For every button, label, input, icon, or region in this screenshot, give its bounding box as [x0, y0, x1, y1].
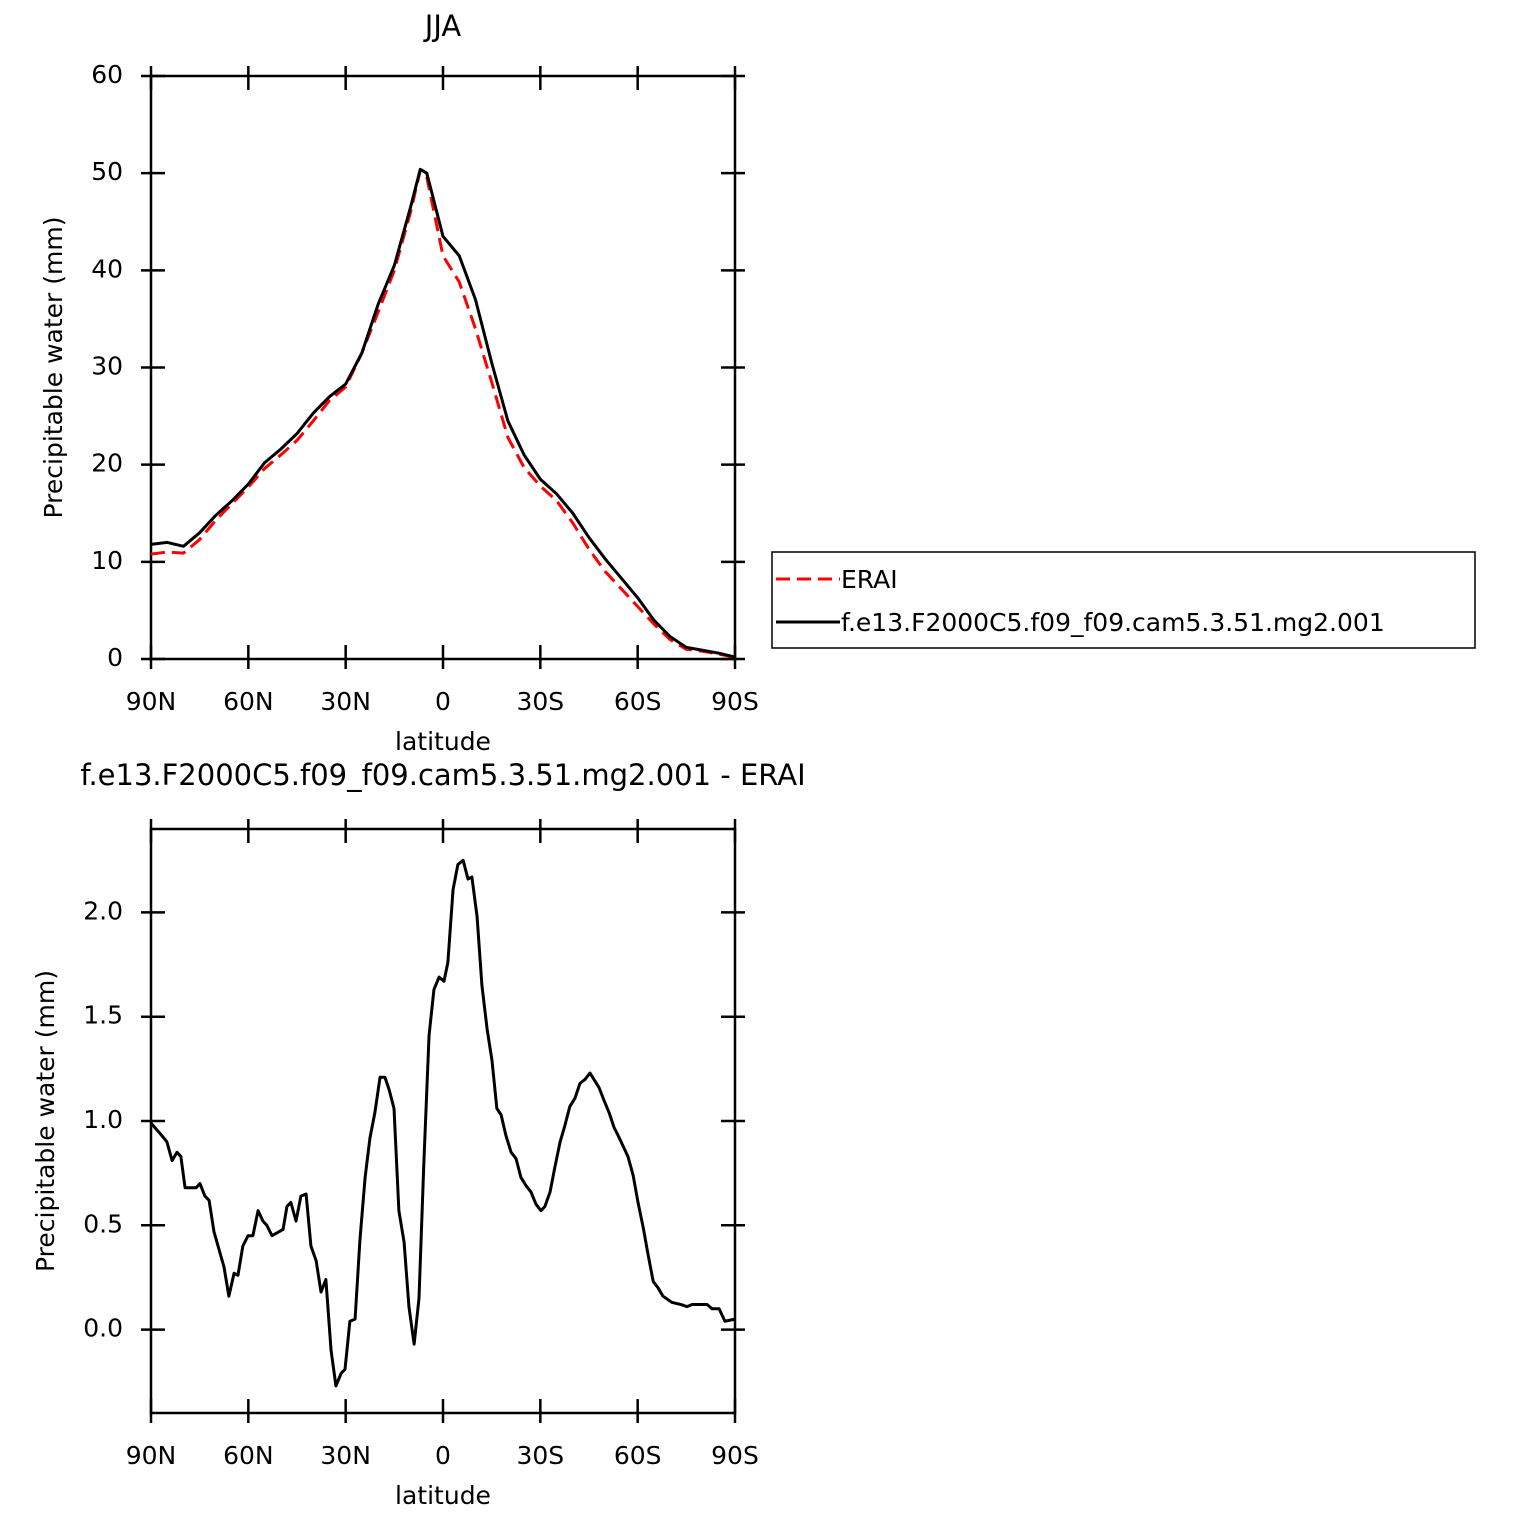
data-line [150, 167, 736, 659]
y-tick-label: 1.5 [83, 1001, 123, 1030]
x-tick-label: 30S [516, 1441, 564, 1470]
x-tick-label: 90N [126, 1441, 177, 1470]
x-tick-label: 90N [126, 687, 177, 716]
y-tick-label: 30 [91, 352, 123, 381]
legend-label: f.e13.F2000C5.f09_f09.cam5.3.51.mg2.001 [841, 608, 1385, 637]
x-tick-label: 60N [223, 687, 274, 716]
legend-label: ERAI [841, 565, 898, 594]
x-tick-label: 60N [223, 1441, 274, 1470]
x-tick-label: 90S [711, 687, 759, 716]
data-line [149, 858, 736, 1388]
y-axis-label: Precipitable water (mm) [31, 970, 60, 1272]
y-tick-label: 40 [91, 254, 123, 283]
x-tick-label: 60S [614, 687, 662, 716]
y-tick-label: 0.5 [83, 1209, 123, 1238]
chart-title: f.e13.F2000C5.f09_f09.cam5.3.51.mg2.001 … [80, 758, 805, 792]
legend: ERAI f.e13.F2000C5.f09_f09.cam5.3.51.mg2.… [771, 551, 1476, 649]
y-tick-label: 0 [107, 643, 123, 672]
plot-frame [149, 827, 737, 1415]
legend-box [771, 551, 1476, 649]
y-tick-label: 20 [91, 449, 123, 478]
y-tick-label: 2.0 [83, 896, 123, 925]
y-tick-label: 10 [91, 546, 123, 575]
x-tick-label: 0 [435, 687, 451, 716]
x-tick-label: 90S [711, 1441, 759, 1470]
y-tick-label: 50 [91, 157, 123, 186]
chart-title: JJA [423, 9, 462, 43]
plot-frame [149, 74, 737, 661]
y-tick-label: 1.0 [83, 1105, 123, 1134]
x-axis-label: latitude [395, 1481, 491, 1510]
x-tick-label: 0 [435, 1441, 451, 1470]
x-axis-label: latitude [395, 727, 491, 756]
y-tick-label: 60 [91, 60, 123, 89]
x-tick-label: 30N [320, 687, 371, 716]
data-line [150, 168, 736, 659]
y-axis-label: Precipitable water (mm) [39, 217, 68, 519]
x-tick-label: 30N [320, 1441, 371, 1470]
y-tick-label: 0.0 [83, 1314, 123, 1343]
x-tick-label: 30S [516, 687, 564, 716]
x-tick-label: 60S [614, 1441, 662, 1470]
